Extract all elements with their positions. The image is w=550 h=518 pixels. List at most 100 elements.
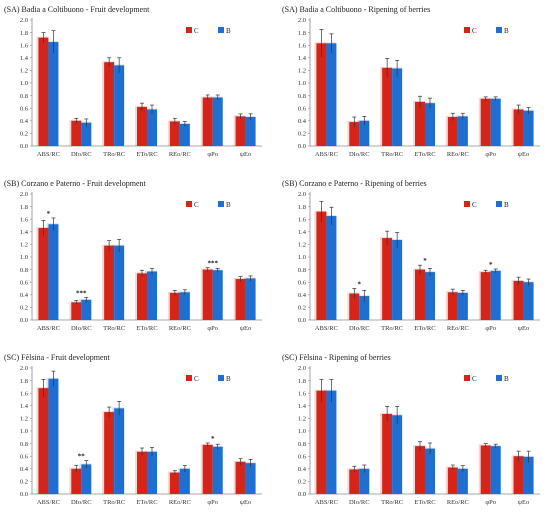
y-tick-label: 0.2: [298, 479, 306, 486]
category-label: ψEo: [518, 151, 529, 158]
bar-b: [179, 123, 190, 146]
y-tick-label: 0.8: [20, 267, 28, 274]
category-label: TRo/RC: [381, 325, 403, 332]
significance-label: ***: [76, 289, 87, 297]
category-label: REo/RC: [169, 325, 191, 332]
legend-label: B: [504, 27, 509, 35]
bar-b: [212, 446, 223, 494]
bar-b: [81, 122, 92, 146]
significance-label: *: [358, 281, 362, 289]
category-label: ETo/RC: [136, 325, 157, 332]
bar-c: [71, 468, 82, 494]
bar-b: [523, 282, 534, 320]
y-tick-label: 0.4: [298, 466, 307, 473]
y-tick-label: 0.8: [298, 441, 306, 448]
legend-swatch: [464, 375, 470, 381]
bar-b: [326, 390, 337, 494]
legend-swatch: [186, 375, 192, 381]
y-tick-label: 1.0: [298, 80, 306, 87]
y-tick-label: 2.0: [20, 17, 28, 24]
y-tick-label: 1.0: [20, 428, 28, 435]
y-tick-label: 0.8: [20, 93, 28, 100]
category-label: REo/RC: [169, 499, 191, 506]
bar-b: [114, 245, 125, 320]
bar-b: [212, 270, 223, 320]
bar-c: [38, 228, 49, 320]
legend-swatch: [218, 201, 224, 207]
category-label: ABS/RC: [315, 499, 338, 506]
y-tick-label: 0.6: [20, 453, 29, 460]
y-tick-label: 1.8: [20, 30, 28, 37]
bar-c: [382, 413, 393, 494]
bar-b: [81, 464, 92, 494]
bar-c: [447, 292, 458, 320]
legend-swatch: [496, 375, 502, 381]
category-label: φPo: [207, 499, 218, 506]
y-tick-label: 1.8: [298, 30, 306, 37]
bar-b: [359, 468, 370, 494]
y-tick-label: 1.0: [298, 254, 306, 261]
bar-b: [212, 97, 223, 146]
bar-b: [359, 120, 370, 146]
significance-label: *: [423, 257, 427, 265]
bar-b: [147, 109, 157, 146]
bar-c: [513, 456, 524, 494]
legend-label: C: [472, 27, 477, 35]
bar-c: [169, 121, 180, 146]
category-label: DIo/RC: [349, 151, 370, 158]
y-tick-label: 0.0: [20, 317, 28, 324]
y-tick-label: 1.2: [20, 68, 28, 75]
bar-c: [513, 109, 524, 146]
category-label: REo/RC: [169, 151, 191, 158]
y-tick-label: 0.6: [298, 453, 307, 460]
category-label: ABS/RC: [37, 151, 60, 158]
bar-c: [349, 293, 360, 320]
y-tick-label: 1.8: [298, 204, 306, 211]
bar-c: [447, 467, 458, 494]
bar-b: [490, 270, 501, 320]
category-label: φPo: [485, 151, 496, 158]
bar-b: [245, 278, 256, 320]
bar-b: [392, 239, 403, 320]
y-tick-label: 1.0: [20, 254, 28, 261]
bar-c: [137, 273, 147, 320]
bar-b: [523, 110, 534, 146]
y-tick-label: 1.0: [20, 80, 28, 87]
legend-swatch: [218, 27, 224, 33]
bar-b: [179, 292, 190, 320]
y-tick-label: 2.0: [20, 191, 28, 198]
bar-c: [480, 98, 491, 146]
bar-b: [48, 224, 59, 320]
bar-b: [179, 468, 190, 494]
category-label: TRo/RC: [381, 151, 403, 158]
bar-b: [490, 98, 501, 146]
bar-c: [202, 269, 213, 320]
bar-b: [457, 468, 468, 494]
y-tick-label: 0.4: [298, 118, 307, 125]
bar-c: [235, 116, 246, 146]
y-tick-label: 1.2: [298, 68, 306, 75]
category-label: ABS/RC: [37, 325, 60, 332]
bar-c: [137, 451, 147, 494]
category-label: REo/RC: [447, 325, 469, 332]
y-tick-label: 0.6: [20, 279, 29, 286]
y-tick-label: 0.4: [20, 118, 29, 125]
bar-b: [359, 296, 370, 320]
category-label: φPo: [485, 499, 496, 506]
category-label: DIo/RC: [349, 325, 370, 332]
chart-title: (SB) Corzano e Paterno - Fruit developme…: [4, 179, 147, 188]
bar-b: [48, 378, 59, 494]
y-tick-label: 0.2: [20, 131, 28, 138]
y-tick-label: 1.6: [20, 216, 29, 223]
chart-panel: (SC) Fèlsina - Fruit development 0.0 0.2 0.…: [4, 353, 262, 506]
legend-swatch: [186, 27, 192, 33]
bar-c: [447, 117, 458, 146]
y-tick-label: 1.6: [20, 390, 29, 397]
bar-b: [425, 448, 435, 494]
y-tick-label: 0.8: [298, 267, 306, 274]
category-label: ψEo: [518, 499, 529, 506]
y-tick-label: 1.6: [298, 216, 307, 223]
category-label: ETo/RC: [136, 151, 157, 158]
legend-label: C: [472, 375, 477, 383]
bar-b: [490, 446, 501, 494]
